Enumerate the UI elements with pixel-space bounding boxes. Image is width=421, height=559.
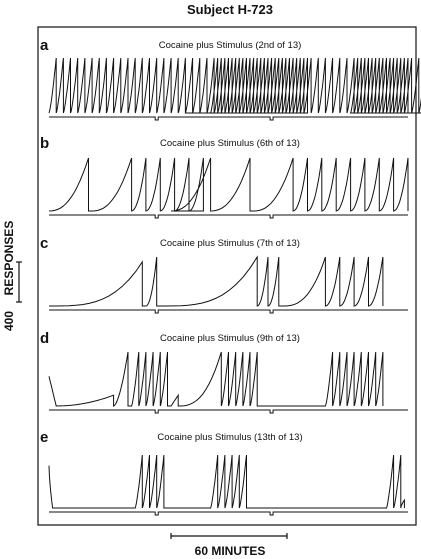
panel-label: b: [40, 135, 49, 152]
event-marker-line: [49, 409, 408, 414]
panel-label: c: [40, 235, 48, 252]
cumulative-record-series: [48, 454, 405, 509]
y-scale-label: 400 RESPONSES: [2, 221, 16, 331]
event-marker-line: [49, 116, 408, 121]
y-scale-value: 400: [2, 311, 16, 331]
x-scale-label: 60 MINUTES: [195, 544, 266, 558]
panels: a Cocaine plus Stimulus (2nd of 13) b Cocai…: [40, 37, 421, 516]
event-marker-line: [49, 309, 408, 314]
cumulative-record-series: [48, 351, 384, 407]
panel-label: a: [40, 37, 49, 54]
y-scale-bar: [16, 261, 22, 303]
panel-title: Cocaine plus Stimulus (9th of 13): [160, 333, 300, 344]
x-scale-bar: [170, 533, 288, 539]
cumulative-record-series: [49, 255, 384, 307]
figure-title: Subject H-723: [187, 2, 273, 17]
panel-label: d: [40, 330, 49, 347]
y-scale-unit: RESPONSES: [2, 221, 16, 296]
panel-title: Cocaine plus Stimulus (13th of 13): [157, 432, 302, 443]
panel-title: Cocaine plus Stimulus (7th of 13): [160, 238, 300, 249]
panel-frame: [37, 26, 417, 526]
panel-label: e: [40, 429, 48, 446]
panel-title: Cocaine plus Stimulus (6th of 13): [160, 138, 300, 149]
panel-title: Cocaine plus Stimulus (2nd of 13): [159, 40, 302, 51]
event-marker-line: [49, 511, 408, 516]
event-marker-line: [49, 214, 408, 219]
cumulative-record-series: [48, 157, 409, 212]
cumulative-record-series: [48, 57, 421, 114]
